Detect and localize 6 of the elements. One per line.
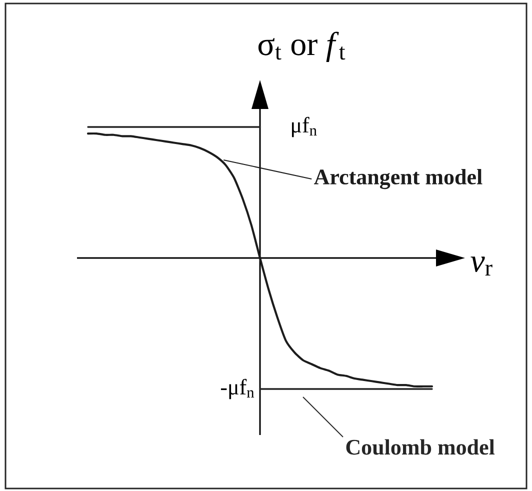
annotation: μf$_{n}$ [292, 116, 317, 138]
y-axis-title: σ$_{t}$ or f$_{t}$ [258, 32, 346, 62]
x-axis-title: v$_{r}$ [470, 256, 492, 276]
legend-label: Arctangent model [314, 168, 482, 190]
annotation: -μf$_{n}$ [220, 378, 254, 400]
text: Coulomb model [346, 439, 495, 455]
